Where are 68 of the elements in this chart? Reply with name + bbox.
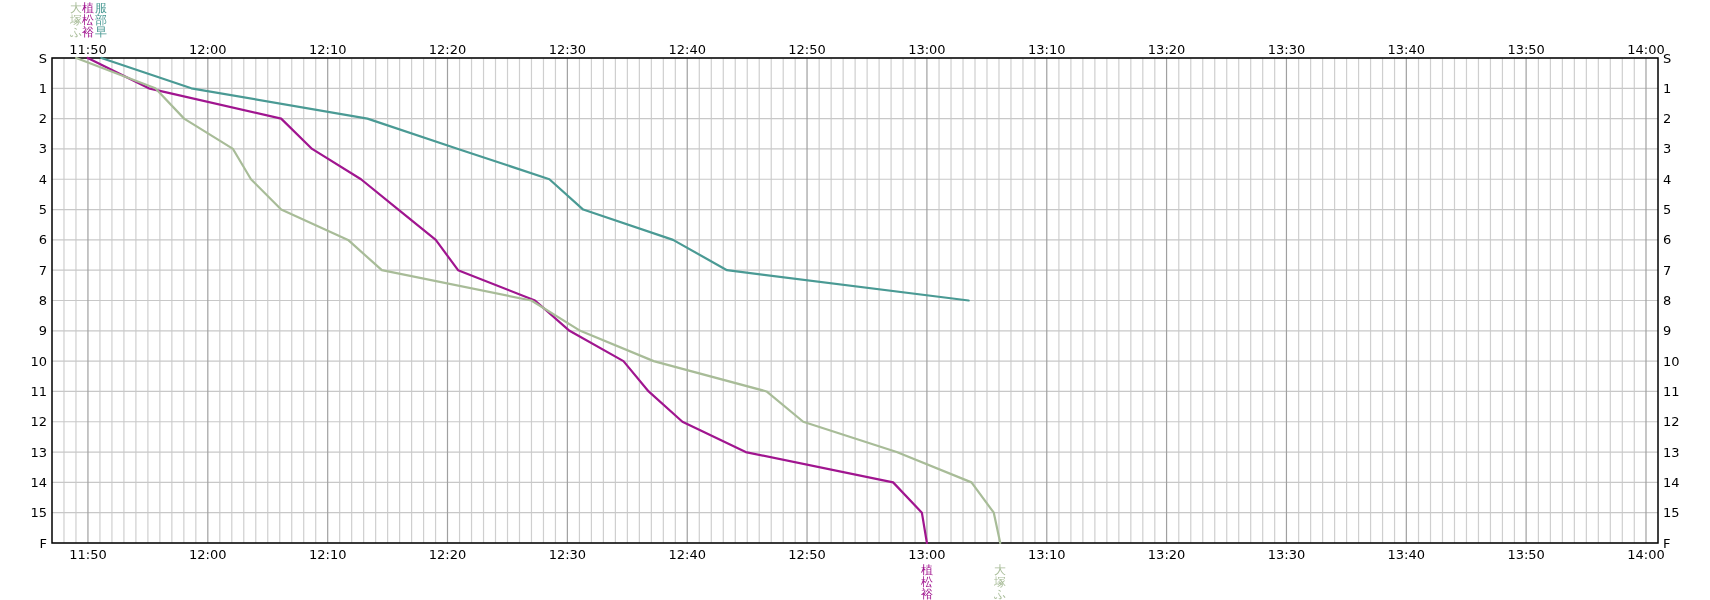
x2-tick-label: 13:50 [1507,547,1545,562]
y2-tick-label: 15 [1663,505,1680,521]
series-label: 服部早 [95,0,108,39]
x2-tick-label: 12:50 [788,547,826,562]
x-tick-label: 12:00 [189,42,227,57]
x2-tick-label: 13:10 [1028,547,1066,562]
y2-tick-label: 5 [1663,202,1672,218]
y-tick-label: S [38,50,47,66]
x2-tick-label: 12:10 [308,547,347,562]
y2-tick-label: 2 [1663,111,1672,127]
y-tick-label: 14 [30,474,47,490]
x2-tick-label: 11:50 [69,547,107,562]
y2-tick-label: 14 [1663,474,1680,490]
x-tick-label: 12:20 [428,42,467,57]
y-tick-label: 4 [38,171,47,187]
y2-tick-label: F [1663,535,1671,551]
series-label: 大塚ふ [69,0,83,39]
y-tick-label: 8 [38,293,47,308]
y2-tick-label: 3 [1663,141,1672,157]
y-tick-label: 9 [38,323,47,339]
x2-tick-label: 12:20 [428,547,467,562]
y2-tick-label: 12 [1663,414,1680,430]
y2-tick-label: 9 [1663,323,1672,339]
x-tick-label: 11:50 [69,42,107,57]
y2-tick-label: 6 [1663,232,1672,248]
y-tick-label: 12 [30,414,47,430]
y2-tick-label: 7 [1663,262,1672,278]
x2-tick-label: 13:20 [1147,547,1186,562]
y-tick-label: 11 [30,383,47,399]
y-tick-label: 15 [30,505,47,521]
y2-tick-label: S [1663,50,1672,66]
x2-tick-label: 14:00 [1627,547,1665,562]
x-tick-label: 13:40 [1387,42,1426,57]
x2-tick-label: 12:00 [189,547,227,562]
series-label: 植松裕 [81,0,94,39]
y-tick-label: 3 [38,141,47,157]
y2-tick-label: 8 [1663,293,1672,308]
x2-tick-label: 13:30 [1267,547,1306,562]
y-tick-label: 1 [38,80,47,96]
text: 大塚ふ [994,562,1007,600]
y2-tick-label: 1 [1663,80,1672,96]
y-tick-label: 7 [38,262,47,278]
y2-tick-label: 13 [1663,444,1680,460]
y-tick-label: 6 [38,232,47,248]
line-series [100,56,970,302]
x2-tick-label: 13:00 [908,547,946,562]
x-tick-label: 13:30 [1267,42,1306,57]
y-tick-label: 10 [30,353,47,369]
x2-tick-label: 13:40 [1387,547,1426,562]
x-tick-label: 14:00 [1627,42,1665,57]
text: 植松裕 [920,562,933,600]
y-tick-label: F [39,535,47,551]
y2-tick-label: 4 [1663,171,1672,187]
y-tick-label: 5 [38,202,47,218]
y2-tick-label: 11 [1663,383,1680,399]
x2-tick-label: 12:30 [548,547,587,562]
x-tick-label: 13:50 [1507,42,1545,57]
x-tick-label: 12:40 [668,42,706,57]
y-tick-label: 2 [38,111,47,127]
y-tick-label: 13 [30,444,47,460]
x-tick-label: 13:00 [908,42,946,57]
x-tick-label: 12:30 [548,42,587,57]
y2-tick-label: 10 [1663,353,1680,369]
x-tick-label: 13:20 [1147,42,1186,57]
x-tick-label: 12:10 [308,42,347,57]
x2-tick-label: 12:40 [668,547,706,562]
x-tick-label: 12:50 [788,42,826,57]
x-tick-label: 13:10 [1028,42,1066,57]
